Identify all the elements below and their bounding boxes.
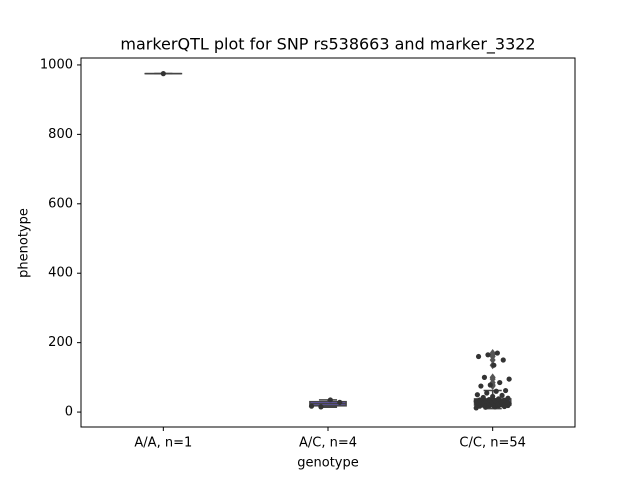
strip-point	[505, 396, 510, 401]
strip-point	[491, 363, 496, 368]
x-tick-label: A/A, n=1	[134, 436, 192, 451]
strip-point	[499, 393, 504, 398]
strip-point	[476, 354, 481, 359]
strip-point	[507, 376, 512, 381]
strip-point	[328, 397, 333, 402]
chart-title: markerQTL plot for SNP rs538663 and mark…	[120, 35, 535, 55]
y-tick-label: 600	[48, 196, 73, 211]
strip-point	[484, 390, 489, 395]
strip-point	[494, 389, 499, 394]
y-tick-label: 200	[48, 335, 73, 350]
strip-point	[478, 383, 483, 388]
y-tick-label: 0	[65, 405, 73, 420]
y-tick-label: 800	[48, 127, 73, 142]
strip-point	[309, 404, 314, 409]
strip-point	[501, 357, 506, 362]
x-tick-label: C/C, n=54	[459, 436, 525, 451]
y-tick-label: 400	[48, 266, 73, 281]
strip-point	[497, 380, 502, 385]
x-axis-label: genotype	[297, 456, 358, 471]
strip-point	[490, 394, 495, 399]
y-tick-label: 1000	[40, 57, 73, 72]
strip-point	[481, 395, 486, 400]
strip-point	[161, 71, 166, 76]
strip-point	[495, 350, 500, 355]
strip-point	[488, 382, 493, 387]
y-axis-label: phenotype	[17, 208, 32, 278]
x-tick-label: A/C, n=4	[299, 436, 357, 451]
strip-point	[318, 404, 323, 409]
strip-point	[503, 388, 508, 393]
strip-point	[485, 352, 490, 357]
strip-point	[475, 392, 480, 397]
strip-point	[482, 375, 487, 380]
strip-point	[337, 400, 342, 405]
